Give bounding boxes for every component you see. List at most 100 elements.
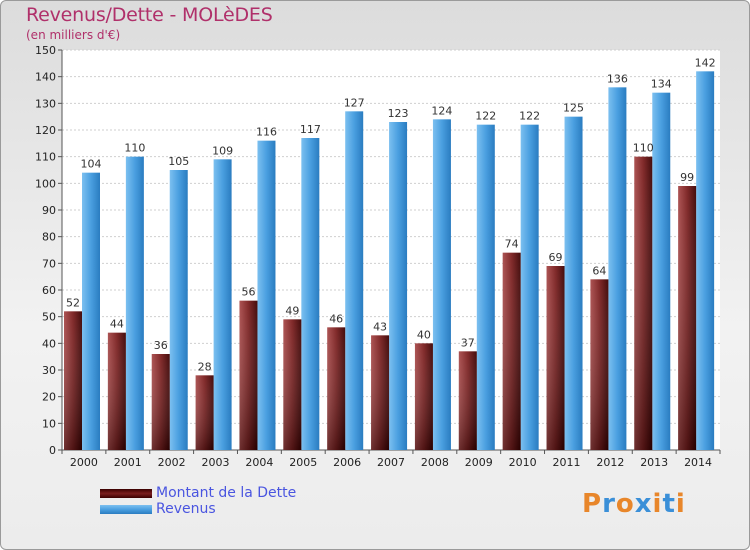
logo-letter: P (582, 489, 603, 519)
data-label-dette: 43 (373, 320, 387, 333)
y-tick-label: 50 (42, 311, 56, 324)
legend: Montant de la Dette Revenus (100, 485, 296, 517)
bar-revenus (476, 124, 495, 451)
x-tick-label: 2011 (552, 456, 580, 469)
bar-dette-shade (634, 156, 653, 450)
bar-dette-shade (107, 332, 126, 450)
data-label-revenus: 124 (431, 104, 452, 117)
data-label-revenus: 110 (124, 142, 145, 155)
data-label-dette: 46 (329, 312, 343, 325)
bar-revenus (652, 92, 671, 451)
data-label-dette: 64 (592, 264, 606, 277)
data-label-dette: 40 (417, 328, 431, 341)
x-tick-label: 2005 (289, 456, 317, 469)
bar-dette-shade (502, 252, 521, 450)
bar-dette-shade (458, 351, 477, 450)
data-label-revenus: 142 (695, 56, 716, 69)
y-tick-label: 30 (42, 364, 56, 377)
bar-revenus (213, 159, 232, 451)
y-tick-label: 120 (35, 124, 56, 137)
x-tick-label: 2008 (421, 456, 449, 469)
data-label-dette: 110 (633, 142, 654, 155)
bar-revenus (82, 172, 100, 450)
bar-dette-shade (195, 375, 214, 450)
y-tick-label: 40 (42, 337, 56, 350)
bar-revenus (345, 111, 364, 450)
bar-dette-shade (64, 311, 82, 450)
bar-dette-shade (283, 319, 302, 450)
legend-label-dette: Montant de la Dette (156, 485, 297, 501)
data-label-revenus: 105 (168, 155, 189, 168)
data-label-dette: 49 (285, 304, 299, 317)
logo-letter: x (634, 489, 653, 519)
logo-letter: o (615, 489, 635, 519)
data-label-revenus: 136 (607, 72, 628, 85)
bar-revenus (389, 122, 408, 450)
y-tick-label: 110 (35, 151, 56, 164)
y-tick-label: 80 (42, 231, 56, 244)
x-tick-label: 2004 (245, 456, 273, 469)
bar-dette-shade (546, 266, 565, 450)
x-tick-label: 2002 (158, 456, 186, 469)
data-label-revenus: 134 (651, 78, 672, 91)
x-tick-label: 2009 (465, 456, 493, 469)
data-label-dette: 37 (461, 336, 475, 349)
x-tick-label: 2000 (70, 456, 98, 469)
data-label-dette: 28 (198, 360, 212, 373)
bar-dette-shade (678, 186, 697, 450)
x-tick-label: 2013 (640, 456, 668, 469)
bar-dette-shade (414, 343, 433, 450)
y-tick-label: 70 (42, 257, 56, 270)
y-tick-label: 90 (42, 204, 56, 217)
data-label-revenus: 116 (256, 126, 277, 139)
bar-revenus (257, 140, 276, 450)
data-label-revenus: 109 (212, 144, 233, 157)
x-tick-label: 2010 (509, 456, 537, 469)
bar-revenus (301, 138, 320, 450)
data-label-dette: 69 (549, 251, 563, 264)
bar-dette-shade (327, 327, 346, 450)
data-label-dette: 52 (66, 296, 80, 309)
data-label-revenus: 104 (81, 158, 102, 171)
bar-revenus (169, 170, 188, 450)
y-tick-label: 0 (49, 444, 56, 457)
y-tick-label: 140 (35, 71, 56, 84)
bar-dette-shade (371, 335, 390, 450)
y-tick-label: 60 (42, 284, 56, 297)
proxiti-logo: Proxiti (582, 489, 686, 519)
x-tick-label: 2014 (684, 456, 712, 469)
logo-letter: i (675, 489, 686, 519)
bar-revenus (564, 116, 583, 451)
bar-revenus (520, 124, 539, 451)
bar-dette-shade (239, 300, 258, 450)
data-label-dette: 56 (241, 286, 255, 299)
legend-item-dette: Montant de la Dette (100, 485, 296, 501)
y-tick-label: 100 (35, 177, 56, 190)
bar-revenus (696, 71, 715, 450)
data-label-dette: 36 (154, 339, 168, 352)
y-tick-label: 20 (42, 391, 56, 404)
data-label-revenus: 125 (563, 102, 584, 115)
legend-item-revenus: Revenus (100, 501, 296, 517)
y-tick-label: 150 (35, 44, 56, 57)
legend-swatch-revenus (100, 504, 152, 514)
data-label-revenus: 117 (300, 123, 321, 136)
legend-label-revenus: Revenus (156, 501, 216, 517)
data-label-revenus: 123 (388, 107, 409, 120)
logo-letter: i (652, 489, 663, 519)
bar-dette-shade (590, 279, 609, 450)
y-tick-label: 10 (42, 417, 56, 430)
x-tick-label: 2006 (333, 456, 361, 469)
logo-letter: r (602, 489, 616, 519)
logo-letter: t (662, 489, 676, 519)
bar-revenus (432, 119, 451, 450)
data-label-revenus: 122 (519, 110, 540, 123)
x-tick-label: 2001 (114, 456, 142, 469)
data-label-dette: 44 (110, 318, 124, 331)
chart-subtitle: (en milliers d'€) (26, 28, 121, 42)
chart-title: Revenus/Dette - MOLèDES (26, 4, 273, 26)
data-label-dette: 99 (680, 171, 694, 184)
legend-swatch-dette (100, 488, 152, 498)
data-label-revenus: 127 (344, 96, 365, 109)
